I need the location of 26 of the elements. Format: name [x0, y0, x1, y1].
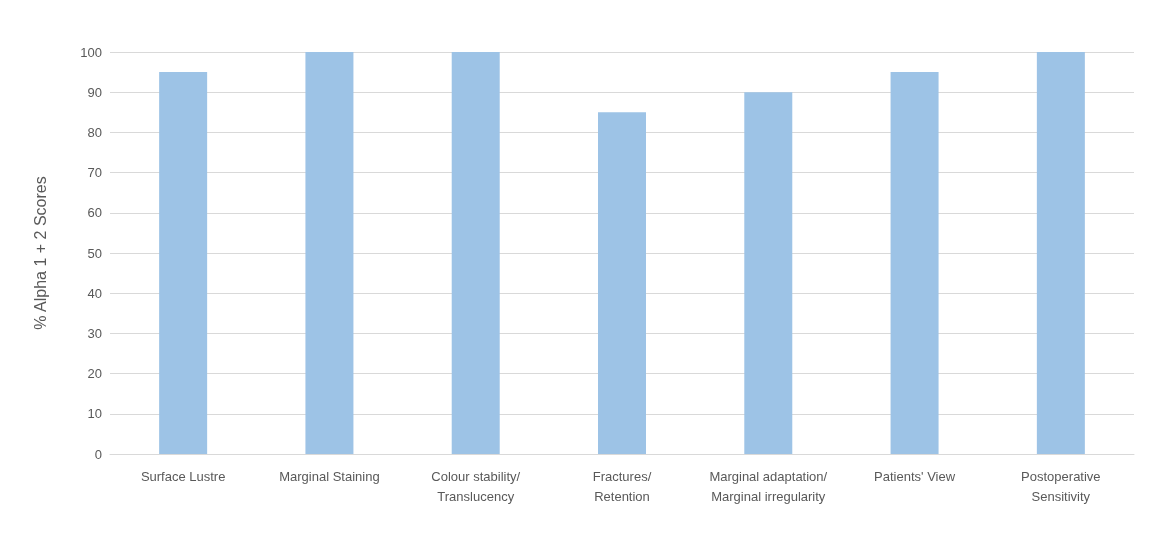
bar	[744, 92, 793, 454]
x-tick-label: Fractures/ Retention	[592, 468, 652, 504]
x-tick-label: Colour stability/ Translucency	[431, 468, 521, 504]
bar	[598, 112, 646, 454]
bar	[305, 52, 354, 454]
y-tick-label: 70	[87, 165, 102, 181]
bar	[890, 72, 939, 454]
bar	[1036, 52, 1085, 454]
y-tick-label: 100	[80, 44, 102, 60]
x-tick-label: Surface Lustre	[140, 468, 226, 484]
y-tick-label: 0	[94, 446, 102, 462]
x-tick-label: Marginal Staining	[279, 468, 380, 484]
bar	[159, 72, 208, 454]
y-tick-label: 80	[87, 124, 102, 140]
y-axis-title: % Alpha 1 + 2 Scores	[31, 176, 49, 330]
x-tick-label: Marginal adaptation/ Marginal irregularity	[709, 468, 828, 504]
y-tick-label: 20	[87, 366, 102, 382]
y-tick-label: 40	[87, 285, 102, 301]
x-tick-label: Patients' View	[874, 468, 956, 484]
y-tick-label: 60	[87, 205, 102, 221]
bar	[451, 52, 500, 454]
y-tick-label: 50	[87, 245, 102, 261]
y-tick-label: 30	[87, 325, 102, 341]
x-tick-label: Postoperative Sensitivity	[1021, 468, 1101, 504]
y-tick-label: 10	[87, 406, 102, 422]
y-tick-label: 90	[87, 84, 102, 100]
